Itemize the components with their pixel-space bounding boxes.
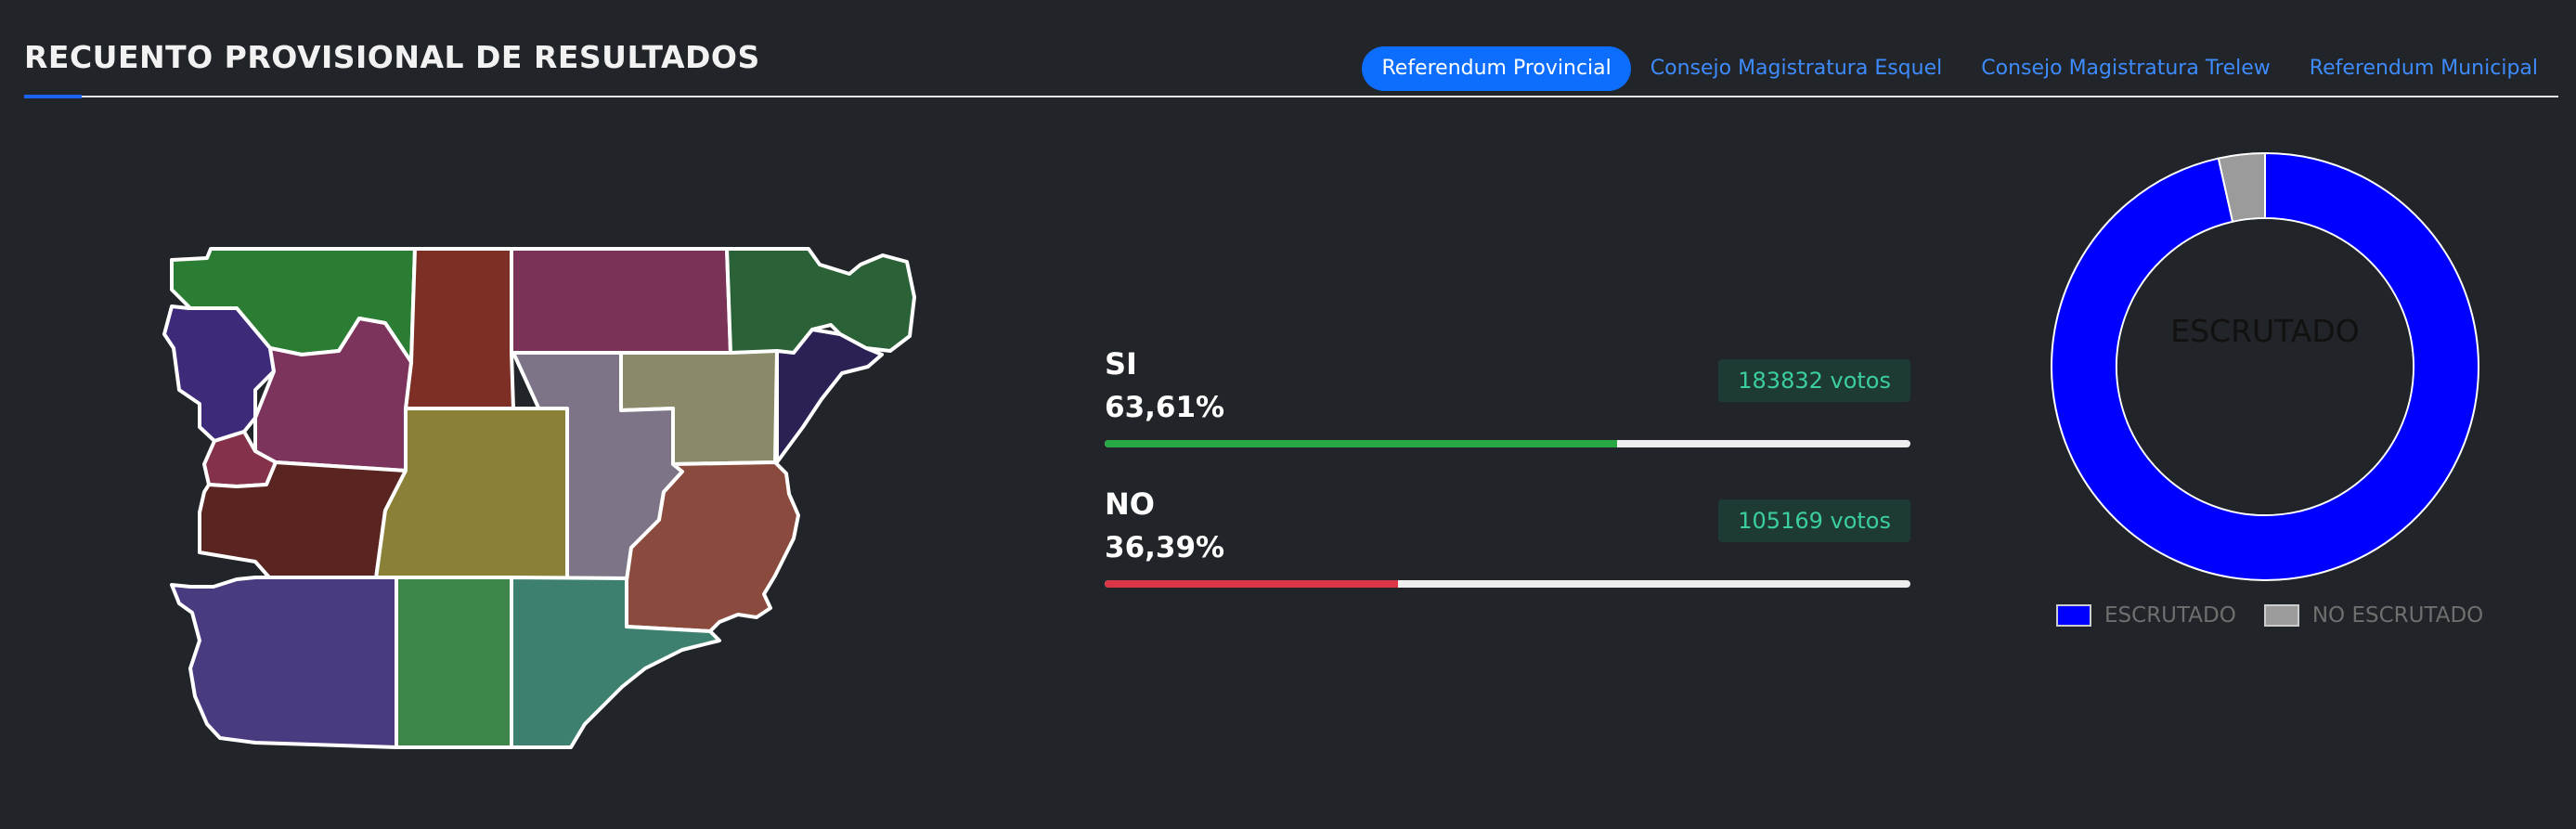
result-si-label: SI — [1105, 346, 1137, 382]
legend-swatch-no-escrutado — [2263, 604, 2299, 627]
donut-legend: ESCRUTADO NO ESCRUTADO — [2056, 603, 2511, 628]
map-region-2[interactable] — [404, 247, 515, 410]
result-no-votes-badge: 105169 votos — [1718, 499, 1910, 542]
result-no-label: NO — [1105, 486, 1155, 522]
donut-slice-no-escrutado[interactable] — [2217, 151, 2266, 224]
map-region-15[interactable] — [395, 576, 513, 749]
page-title: RECUENTO PROVISIONAL DE RESULTADOS — [24, 39, 760, 75]
result-si-progress-fill — [1105, 440, 1618, 447]
province-map-svg — [162, 247, 916, 749]
result-no-progress-fill — [1105, 580, 1398, 588]
header-divider — [24, 96, 2558, 97]
tab-consejo-magistratura-trelew[interactable]: Consejo Magistratura Trelew — [1981, 57, 2271, 80]
result-si-percent: 63,61% — [1105, 391, 1225, 424]
map-region-13[interactable] — [625, 460, 800, 633]
tab-referendum-provincial[interactable]: Referendum Provincial — [1362, 46, 1631, 91]
tab-referendum-municipal[interactable]: Referendum Municipal — [2309, 57, 2538, 80]
result-no-percent: 36,39% — [1105, 531, 1225, 564]
map-region-16[interactable] — [510, 576, 721, 749]
result-si-progress-track — [1105, 440, 1910, 447]
legend-label-no-escrutado: NO ESCRUTADO — [2311, 603, 2484, 628]
legend-item-no-escrutado[interactable]: NO ESCRUTADO — [2263, 603, 2484, 628]
donut-center-label: ESCRUTADO — [2170, 313, 2360, 349]
election-tabs: Referendum Provincial Consejo Magistratu… — [1362, 46, 2557, 91]
tab-consejo-magistratura-esquel[interactable]: Consejo Magistratura Esquel — [1650, 57, 1943, 80]
map-region-3[interactable] — [510, 247, 732, 355]
result-no-progress-track — [1105, 580, 1910, 588]
scrutiny-donut-svg — [2051, 151, 2479, 581]
map-region-9[interactable] — [775, 328, 884, 464]
legend-item-escrutado[interactable]: ESCRUTADO — [2056, 603, 2236, 628]
map-region-12[interactable] — [374, 407, 569, 582]
province-map — [162, 241, 947, 757]
header-divider-accent — [24, 95, 82, 98]
legend-swatch-escrutado — [2056, 604, 2091, 627]
legend-label-escrutado: ESCRUTADO — [2104, 603, 2236, 628]
result-si-votes-badge: 183832 votos — [1718, 359, 1910, 402]
donut-slice-escrutado[interactable] — [2051, 151, 2479, 581]
scrutiny-donut-chart: ESCRUTADO — [2047, 149, 2483, 585]
map-region-14[interactable] — [170, 576, 398, 749]
donut-hole — [2117, 219, 2413, 514]
